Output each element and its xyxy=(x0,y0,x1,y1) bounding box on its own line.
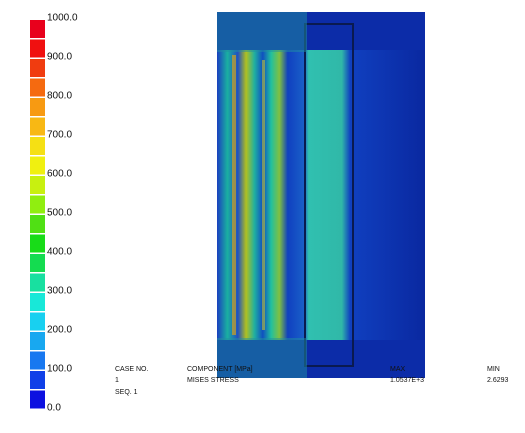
min-value: 2.6293 xyxy=(487,377,509,384)
legend-label: 900.0 xyxy=(47,52,72,63)
seq: SEQ. 1 xyxy=(115,389,138,396)
color-swatch xyxy=(30,20,45,38)
color-swatch xyxy=(30,137,45,155)
color-swatch xyxy=(30,215,45,233)
max-header: MAX xyxy=(390,366,406,373)
color-swatch xyxy=(30,313,45,331)
color-swatch xyxy=(30,371,45,389)
legend-label: 100.0 xyxy=(47,364,72,375)
legend-label: 300.0 xyxy=(47,286,72,297)
color-swatch xyxy=(30,118,45,136)
color-swatch xyxy=(30,293,45,311)
color-swatch xyxy=(30,79,45,97)
min-header: MIN xyxy=(487,366,500,373)
fe-model xyxy=(217,12,425,378)
legend-label: 200.0 xyxy=(47,325,72,336)
case-header: CASE NO. xyxy=(115,366,149,373)
legend-label: 1000.0 xyxy=(47,13,78,24)
color-swatch xyxy=(30,176,45,194)
legend-label: 700.0 xyxy=(47,130,72,141)
legend-label: 0.0 xyxy=(47,403,61,414)
color-swatch xyxy=(30,196,45,214)
color-swatch xyxy=(30,352,45,370)
color-swatch xyxy=(30,235,45,253)
color-swatch xyxy=(30,254,45,272)
legend-label: 400.0 xyxy=(47,247,72,258)
screen: 1000.0 900.0 800.0 700.0 600.0 500.0 400.0 300.… xyxy=(0,0,525,428)
component-header: COMPONENT [MPa] xyxy=(187,366,253,373)
color-legend: 1000.0 900.0 800.0 700.0 600.0 500.0 400.0 300.… xyxy=(30,13,78,414)
color-swatch xyxy=(30,391,45,409)
legend-label: 800.0 xyxy=(47,91,72,102)
max-value: 1.0537E+3 xyxy=(390,377,424,384)
color-swatch xyxy=(30,59,45,77)
legend-label: 600.0 xyxy=(47,169,72,180)
color-swatch xyxy=(30,332,45,350)
case-value: 1 xyxy=(115,377,119,384)
color-swatch xyxy=(30,274,45,292)
component-value: MISES STRESS xyxy=(187,377,239,384)
color-swatch xyxy=(30,98,45,116)
legend-label: 500.0 xyxy=(47,208,72,219)
color-swatch xyxy=(30,157,45,175)
color-swatch xyxy=(30,40,45,58)
